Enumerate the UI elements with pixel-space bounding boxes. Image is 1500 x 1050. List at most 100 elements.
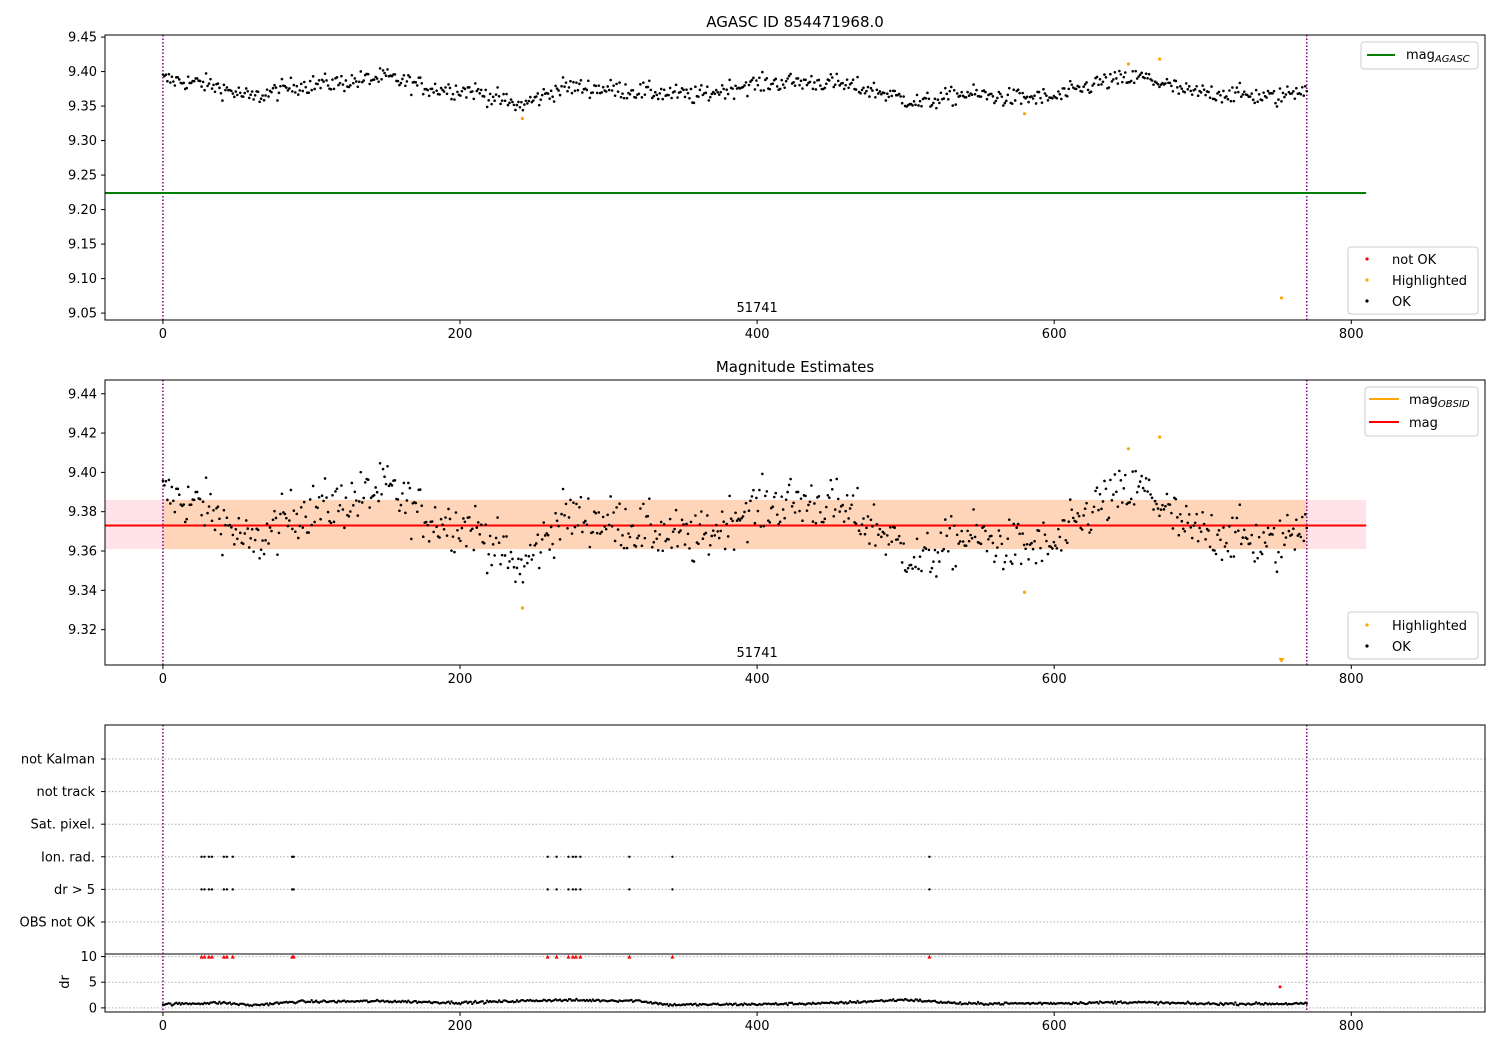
dr-point bbox=[515, 999, 519, 1002]
ok-point bbox=[1004, 99, 1008, 103]
dr-point bbox=[459, 1003, 462, 1006]
ok-point bbox=[277, 531, 281, 535]
dr-point bbox=[1253, 1002, 1256, 1005]
ok-point bbox=[643, 93, 647, 96]
highlighted-point bbox=[1022, 112, 1027, 116]
ok-point bbox=[917, 104, 920, 107]
ok-point bbox=[343, 526, 346, 530]
ok-point bbox=[518, 572, 522, 576]
ok-point bbox=[868, 95, 871, 98]
ok-point bbox=[518, 105, 522, 109]
ok-point bbox=[352, 81, 355, 85]
dr-point bbox=[671, 1004, 675, 1007]
ok-point bbox=[674, 83, 678, 87]
ok-point bbox=[469, 529, 473, 532]
dr-point bbox=[694, 1002, 697, 1005]
ok-point bbox=[1058, 535, 1062, 539]
flag-point bbox=[292, 888, 295, 891]
ok-point bbox=[851, 494, 855, 497]
ok-point bbox=[1183, 529, 1187, 533]
ok-point bbox=[991, 541, 995, 545]
ok-point bbox=[1039, 96, 1042, 100]
ok-point bbox=[264, 94, 267, 97]
ok-point bbox=[1021, 91, 1024, 95]
ok-point bbox=[343, 89, 346, 93]
ok-point bbox=[851, 78, 855, 81]
ok-point bbox=[579, 78, 583, 82]
dr-point bbox=[790, 1001, 794, 1005]
ok-point bbox=[527, 99, 531, 103]
ok-point bbox=[375, 490, 379, 494]
ok-point bbox=[1040, 559, 1044, 563]
ok-point bbox=[271, 518, 275, 522]
ok-point bbox=[299, 82, 303, 86]
ok-point bbox=[1043, 92, 1047, 95]
ok-point bbox=[1002, 104, 1005, 107]
ok-point bbox=[893, 526, 897, 529]
x-tick-label: 600 bbox=[1042, 672, 1067, 687]
ok-point bbox=[1300, 515, 1304, 519]
ok-point bbox=[877, 92, 880, 95]
ok-point bbox=[264, 539, 267, 542]
ok-point bbox=[399, 503, 403, 507]
ok-point bbox=[186, 75, 190, 78]
ok-point bbox=[1003, 101, 1007, 105]
ok-point bbox=[1196, 539, 1200, 543]
ok-point bbox=[649, 88, 653, 92]
ok-point bbox=[768, 521, 772, 524]
x-tick-label: 400 bbox=[745, 672, 770, 687]
ok-point bbox=[613, 94, 617, 97]
ok-point bbox=[512, 103, 516, 107]
ok-point bbox=[1110, 499, 1114, 502]
ok-point bbox=[957, 542, 960, 545]
ok-point bbox=[1260, 552, 1264, 556]
ok-point bbox=[621, 534, 624, 537]
ok-point bbox=[1097, 508, 1100, 512]
panel3-dr-axis-label: dr bbox=[58, 975, 73, 989]
ok-point bbox=[539, 98, 543, 101]
ok-point bbox=[792, 501, 795, 505]
ok-point bbox=[1068, 79, 1072, 83]
ok-point bbox=[1107, 516, 1111, 520]
ok-point bbox=[1272, 526, 1276, 530]
ok-point bbox=[204, 72, 208, 75]
ok-point bbox=[650, 545, 654, 549]
ok-point bbox=[888, 89, 892, 93]
ok-point bbox=[1051, 547, 1054, 550]
ok-point bbox=[573, 89, 577, 93]
flag-point bbox=[574, 855, 578, 858]
ok-point bbox=[241, 95, 245, 98]
dr-point bbox=[1077, 1002, 1081, 1005]
ok-point bbox=[1077, 514, 1081, 518]
ok-point bbox=[905, 570, 908, 574]
ok-point bbox=[872, 81, 876, 85]
ok-point bbox=[722, 520, 725, 524]
ok-point bbox=[447, 507, 450, 511]
ok-point bbox=[789, 477, 792, 481]
flag-point bbox=[207, 888, 211, 891]
dr-point bbox=[734, 1002, 737, 1005]
ok-point bbox=[952, 88, 956, 92]
ok-point bbox=[356, 85, 360, 89]
ok-point bbox=[1187, 513, 1191, 516]
ok-point bbox=[667, 538, 670, 541]
ok-point bbox=[479, 523, 483, 526]
ok-point bbox=[247, 96, 251, 100]
y-tick-label: 9.05 bbox=[68, 307, 97, 322]
ok-point bbox=[460, 526, 464, 530]
ok-point bbox=[441, 523, 444, 526]
ok-point bbox=[172, 80, 175, 83]
ok-point bbox=[874, 544, 877, 547]
ok-point bbox=[1184, 504, 1188, 508]
ok-point bbox=[1159, 508, 1163, 511]
ok-point bbox=[1141, 486, 1145, 490]
ok-point bbox=[829, 478, 833, 482]
ok-point bbox=[836, 497, 840, 501]
ok-point bbox=[1106, 518, 1109, 522]
ok-point bbox=[1300, 85, 1304, 89]
ok-point bbox=[1190, 93, 1194, 96]
ok-point bbox=[316, 82, 319, 86]
ok-point bbox=[880, 92, 883, 96]
ok-point bbox=[502, 535, 505, 538]
ok-point bbox=[598, 532, 602, 535]
